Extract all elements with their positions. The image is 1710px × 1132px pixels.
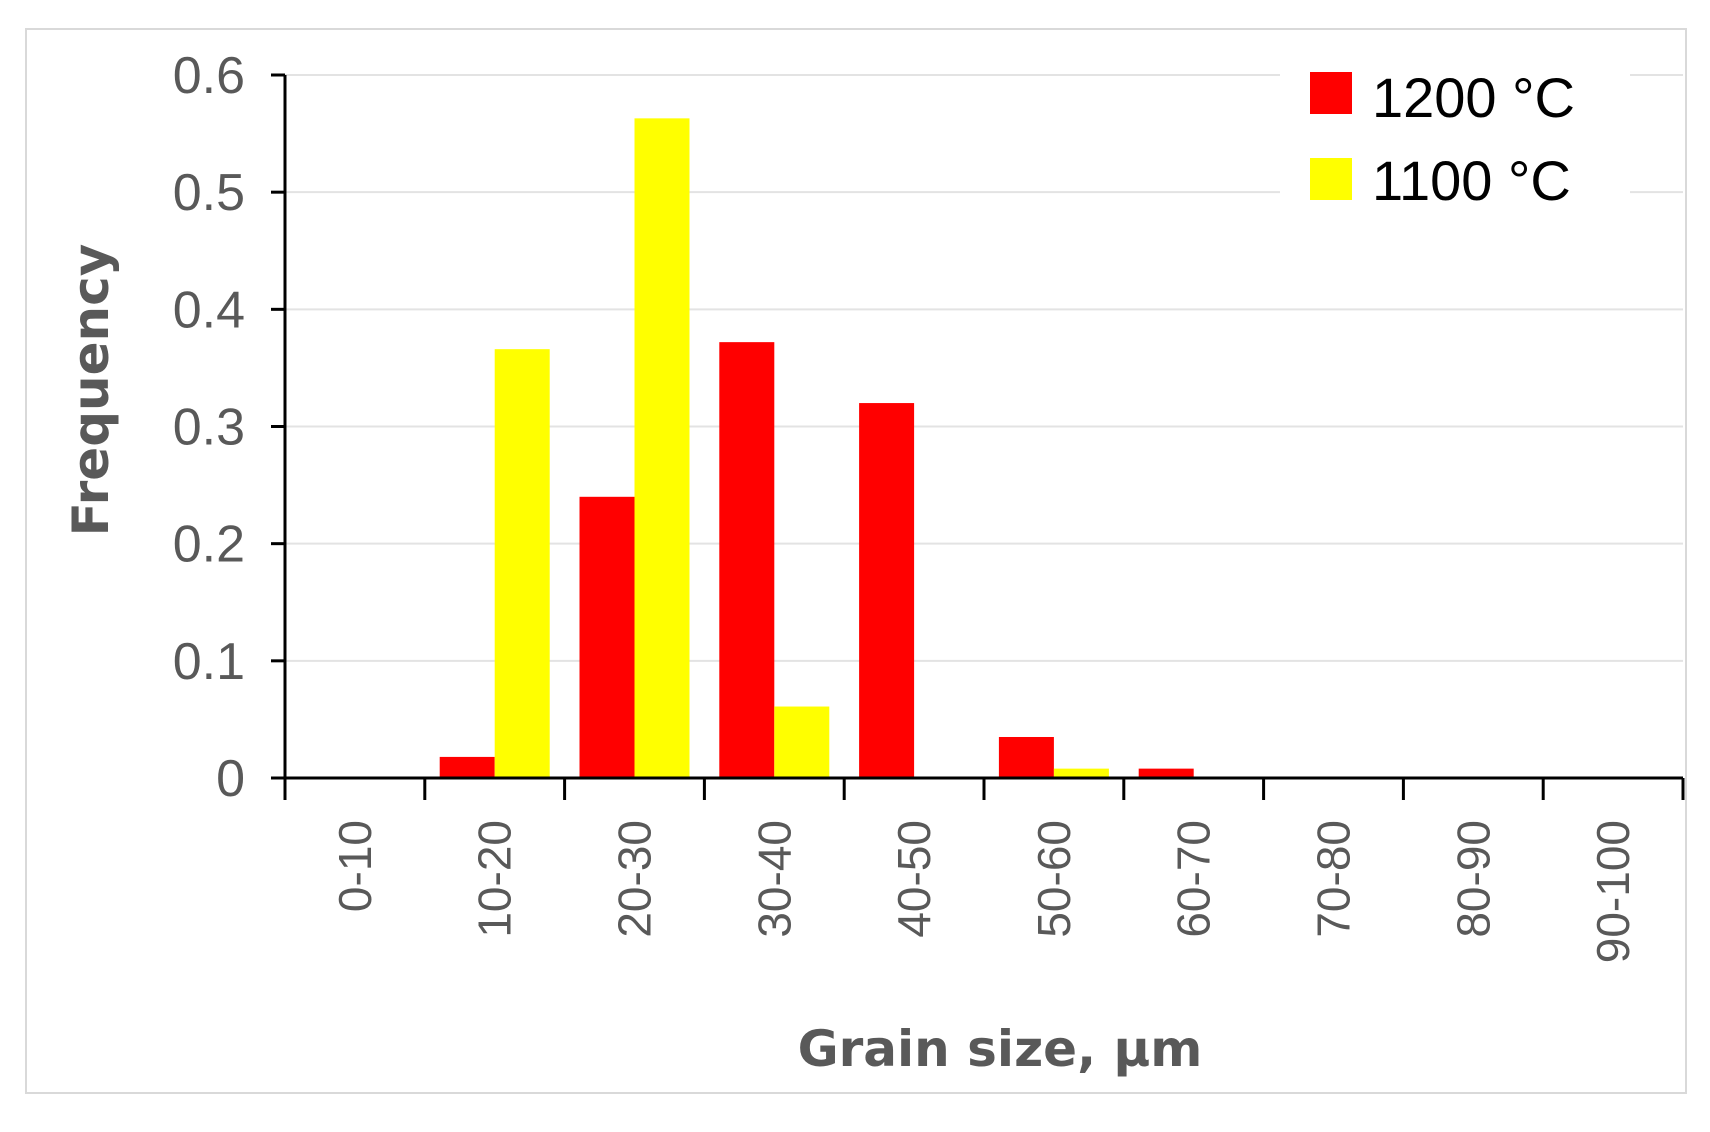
y-tick-label-0.2: 0.2 [173,516,245,574]
bar-1100-50-60 [1053,768,1109,778]
bar-1100-20-30 [634,118,690,778]
x-tick-label-0-10: 0-10 [329,820,381,912]
legend-swatch-1200 [1310,72,1352,114]
legend-label-1100: 1100 °C [1372,149,1571,212]
y-tick-label-0.6: 0.6 [173,47,245,105]
x-tick-label-10-20: 10-20 [469,820,521,938]
x-tick-label-30-40: 30-40 [748,820,800,938]
y-tick-label-0.5: 0.5 [173,164,245,222]
bar-1200-30-40 [719,342,775,778]
axes [271,73,1685,800]
bar-1200-10-20 [439,756,495,778]
bar-1200-40-50 [859,403,915,778]
x-tick-label-70-80: 70-80 [1308,820,1360,938]
bar-1100-10-20 [494,349,550,778]
x-tick-labels: 0-10 10-20 20-30 30-40 40-50 50-60 60-70 70-80 8… [329,820,1639,963]
y-tick-label-0: 0 [216,750,245,808]
legend: 1200 °C 1100 °C [1280,55,1630,225]
x-tick-label-40-50: 40-50 [888,820,940,938]
x-axis-title: Grain size, μm [798,1020,1203,1078]
bars [439,118,1194,778]
x-tick-label-90-100: 90-100 [1587,820,1639,963]
y-axis-title: Frequency [62,244,120,537]
bar-1100-30-40 [774,706,830,778]
bar-1200-50-60 [998,736,1054,778]
y-tick-label-0.3: 0.3 [173,399,245,457]
y-tick-label-0.4: 0.4 [173,281,245,339]
y-tick-label-0.1: 0.1 [173,633,245,691]
bar-1200-20-30 [579,496,635,778]
legend-swatch-1100 [1310,158,1352,200]
x-tick-label-50-60: 50-60 [1028,820,1080,938]
x-tick-label-60-70: 60-70 [1168,820,1220,938]
x-tick-label-80-90: 80-90 [1447,820,1499,938]
y-tick-labels: 0 0.1 0.2 0.3 0.4 0.5 0.6 [173,47,245,808]
legend-label-1200: 1200 °C [1372,66,1575,129]
x-tick-label-20-30: 20-30 [609,820,661,938]
bar-1200-60-70 [1138,768,1194,778]
